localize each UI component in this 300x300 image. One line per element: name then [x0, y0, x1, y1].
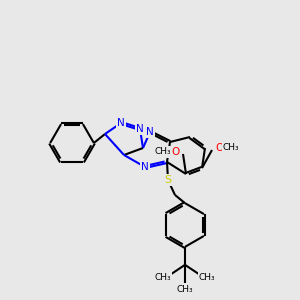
Text: CH₃: CH₃ [199, 273, 215, 282]
Text: O: O [215, 143, 223, 153]
Text: CH₃: CH₃ [155, 148, 171, 157]
Text: N: N [117, 118, 125, 128]
Text: CH₃: CH₃ [223, 143, 239, 152]
Text: N: N [136, 124, 144, 134]
Text: S: S [164, 175, 172, 185]
Text: O: O [171, 147, 179, 157]
Text: CH₃: CH₃ [155, 273, 171, 282]
Text: N: N [141, 162, 149, 172]
Text: CH₃: CH₃ [177, 285, 193, 294]
Text: N: N [146, 127, 154, 137]
